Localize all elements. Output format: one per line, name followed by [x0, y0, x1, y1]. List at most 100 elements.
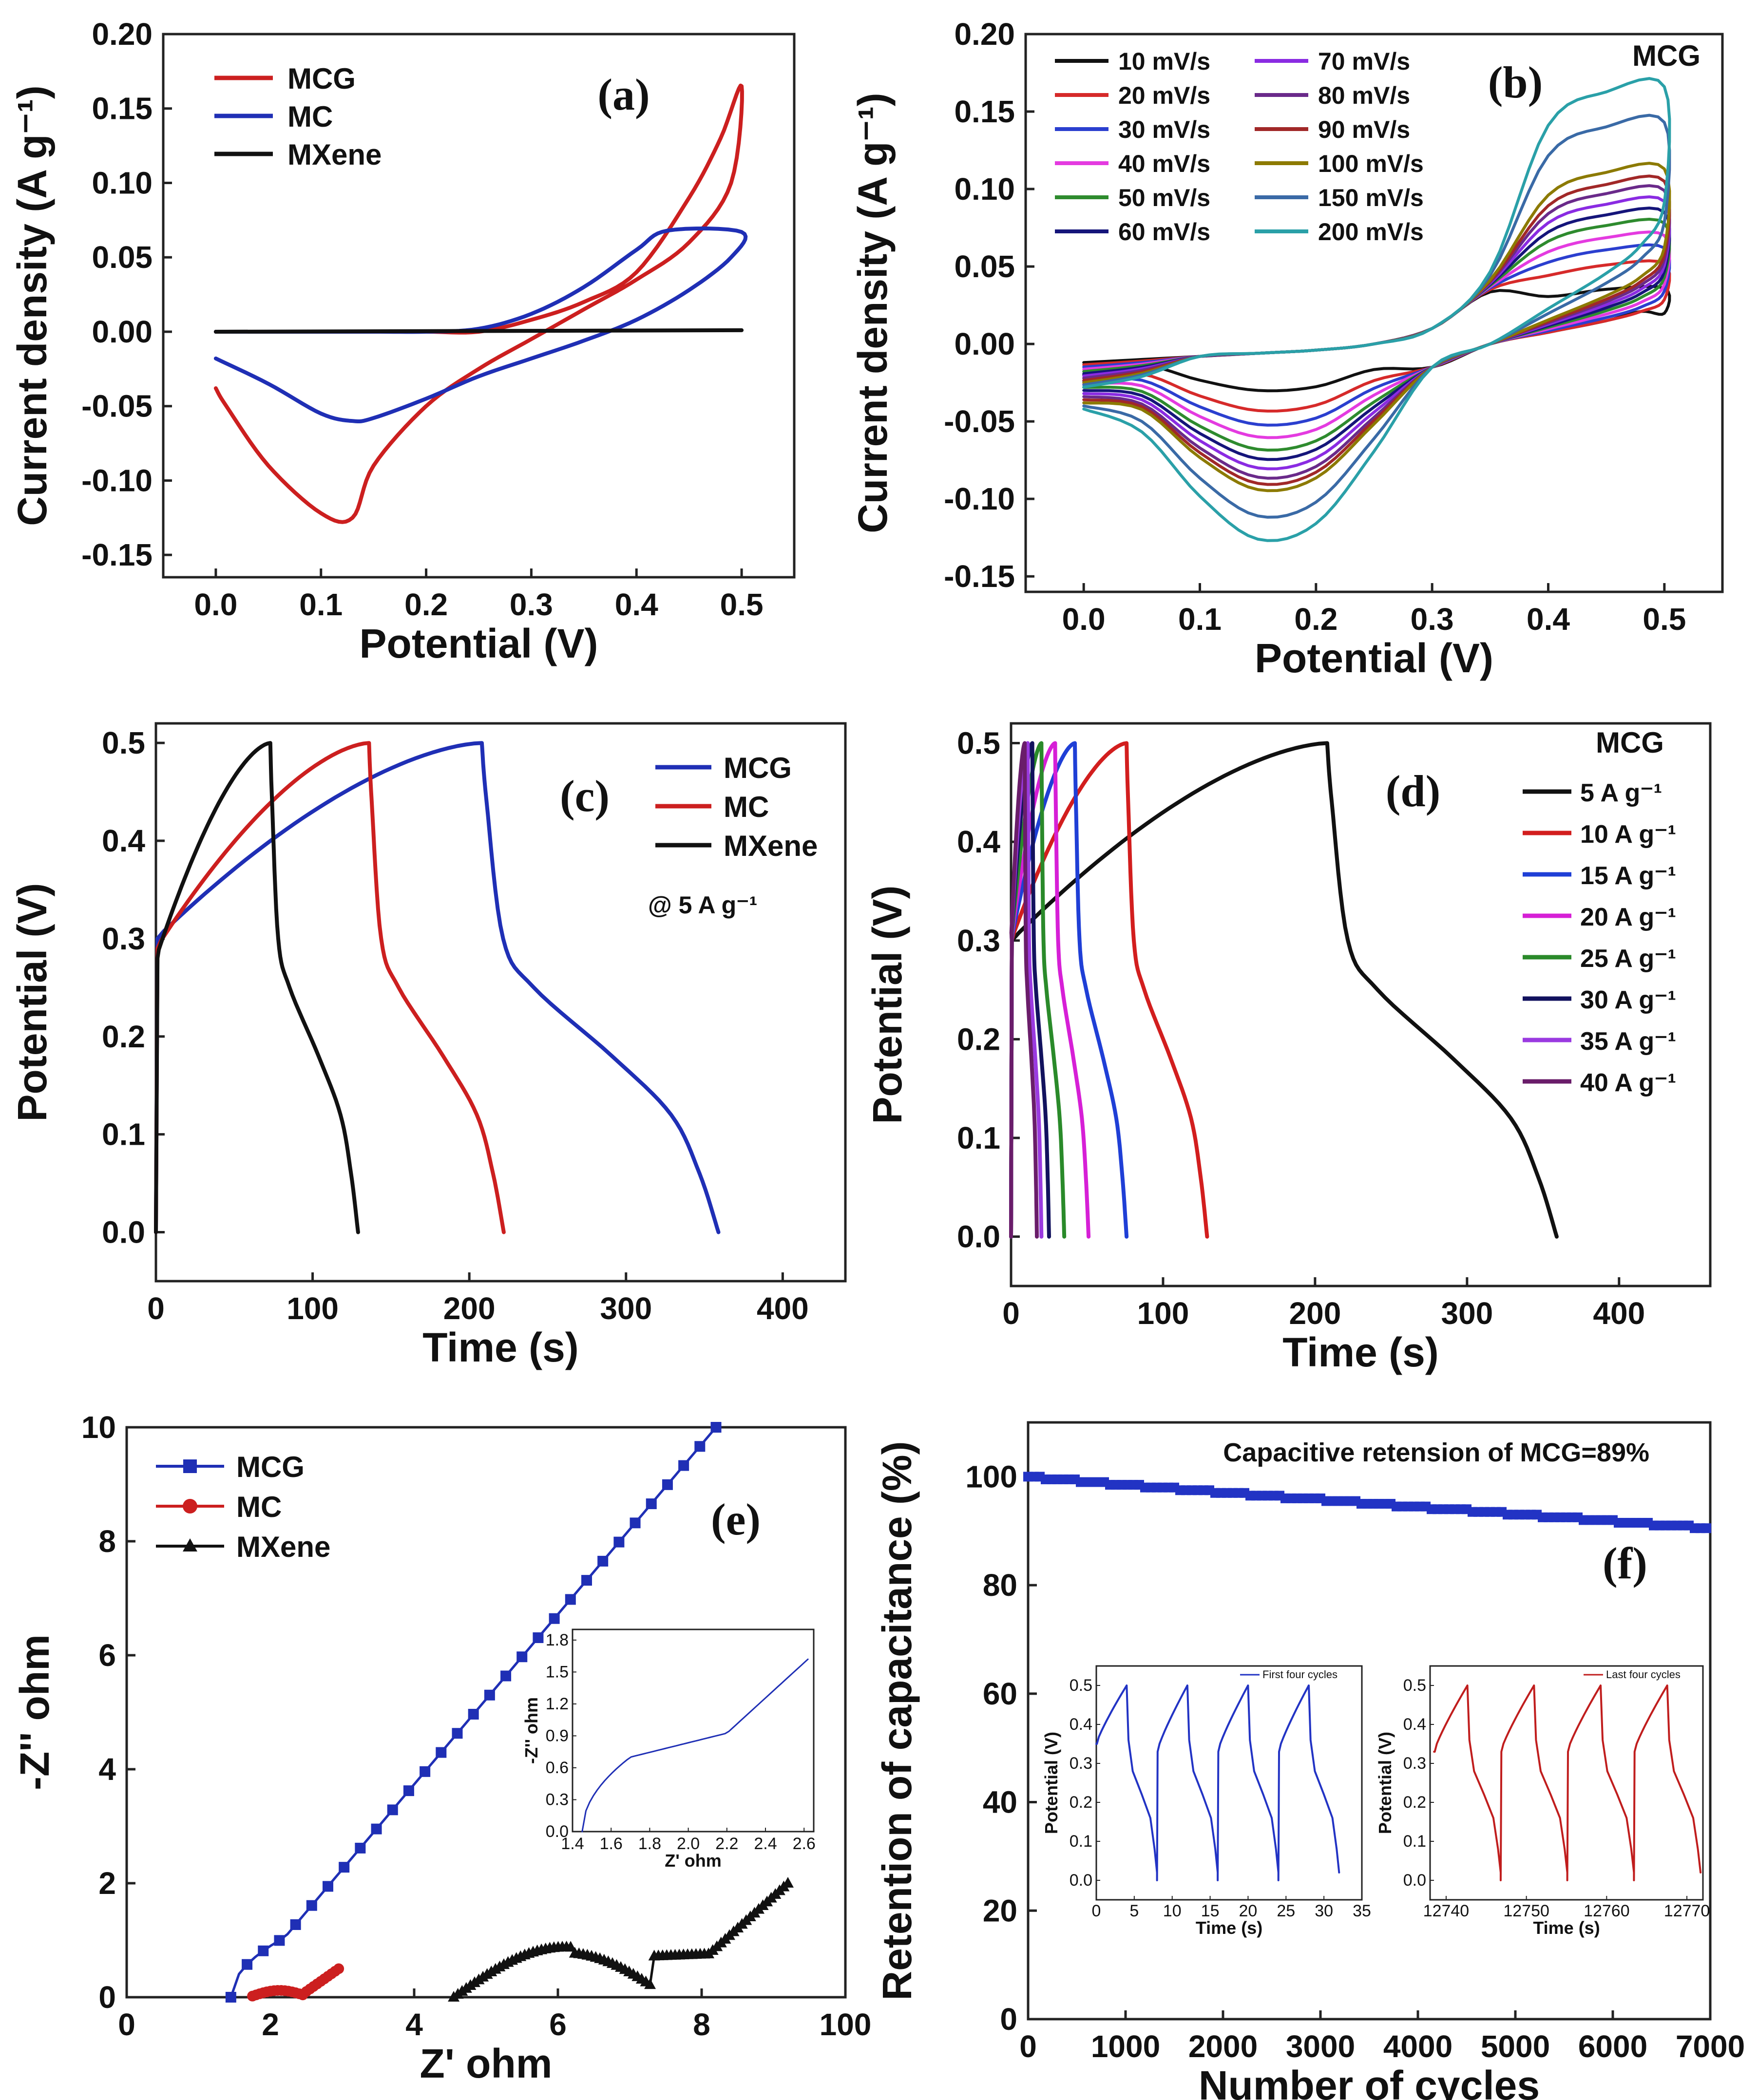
- inset-x-label: Time (s): [1533, 1918, 1600, 1938]
- x-axis-label: Time (s): [422, 1324, 579, 1370]
- legend-label: MC: [236, 1491, 282, 1523]
- y-tick-label: 0.05: [954, 249, 1015, 284]
- legend-label: 100 mV/s: [1318, 150, 1424, 177]
- marker-square: [678, 1460, 689, 1471]
- x-tick-label: 100: [287, 1291, 339, 1326]
- inset-inset_right: 12740 12750 12760 12770 0.5 0.4 0.3 0.2 0.1 0.0 Po…: [1375, 1665, 1710, 1938]
- legend-label: MCG: [724, 752, 792, 784]
- y-tick-label: 0.3: [102, 921, 145, 956]
- inset-y-tick-label: 0.1: [1070, 1832, 1092, 1851]
- inset-y-tick-label: 0.0: [1403, 1871, 1426, 1890]
- x-tick-label: 0.4: [1527, 602, 1570, 637]
- y-tick-label: 2: [98, 1866, 116, 1901]
- x-tick-label: 1000: [1091, 2029, 1160, 2064]
- rate-note: @ 5 A g⁻¹: [648, 891, 757, 919]
- marker-square: [371, 1823, 382, 1835]
- legend-marker-circle: [183, 1499, 197, 1514]
- marker-square: [452, 1728, 463, 1739]
- marker-square: [549, 1613, 560, 1624]
- inset-gcd-line: [1095, 1684, 1340, 1881]
- inset-frame: [572, 1628, 815, 1833]
- plot-frame: [125, 1426, 847, 1999]
- marker-square: [613, 1536, 625, 1548]
- x-axis-label: Z' ohm: [420, 2041, 553, 2086]
- inset-x-tick-label: 35: [1353, 1902, 1371, 1920]
- y-tick-label: 0.4: [957, 824, 1000, 859]
- chart-d: 0 100 200 300 400 0.5 0.4 0.3 0.2 0.1 0.0 Time (s) P…: [864, 722, 1712, 1375]
- x-tick-label: 5000: [1481, 2029, 1550, 2064]
- legend-label: MXene: [724, 830, 818, 862]
- inset-y-tick-label: 0.5: [1070, 1676, 1092, 1695]
- legend-label: MC: [287, 100, 333, 133]
- marker-square: [468, 1709, 479, 1720]
- chart-c: 0 100 200 300 400 0.5 0.4 0.3 0.2 0.1 0.0 Time (s) P…: [9, 722, 847, 1370]
- marker-square: [403, 1785, 414, 1797]
- legend-label: 50 mV/s: [1118, 184, 1210, 211]
- panel-label: (d): [1386, 766, 1440, 816]
- marker-square: [694, 1441, 706, 1452]
- inset-y-tick-label: 1.2: [546, 1695, 569, 1713]
- marker-square: [258, 1945, 269, 1956]
- marker-square: [242, 1959, 253, 1970]
- y-tick-label: 0: [1000, 2002, 1017, 2037]
- inset-x-tick-label: 2.0: [677, 1835, 700, 1853]
- legend-label: 20 A g⁻¹: [1580, 903, 1676, 931]
- x-axis-label: Potential (V): [1255, 635, 1493, 681]
- y-tick-label: 0.3: [957, 923, 1000, 958]
- inset-y-tick-label: 0.0: [1070, 1871, 1092, 1890]
- panel-label: (e): [711, 1495, 761, 1544]
- legend-label: 90 mV/s: [1318, 116, 1410, 143]
- y-tick-label: 8: [98, 1524, 116, 1559]
- y-tick-label: -0.05: [944, 404, 1015, 439]
- x-tick-label: 2000: [1188, 2029, 1258, 2064]
- plot-frame: [1024, 33, 1724, 593]
- x-tick-label: 0: [118, 2007, 135, 2042]
- legend-label: MC: [724, 791, 769, 823]
- legend-label: 5 A g⁻¹: [1580, 779, 1662, 807]
- legend-label: 40 A g⁻¹: [1580, 1069, 1676, 1097]
- legend-label: 30 A g⁻¹: [1580, 986, 1676, 1014]
- panel-label: (a): [597, 70, 650, 119]
- x-tick-label: 100: [1137, 1296, 1189, 1331]
- y-tick-label: 0.1: [957, 1120, 1000, 1155]
- y-tick-label: 10: [81, 1410, 116, 1445]
- y-tick-label: 0.15: [954, 94, 1015, 129]
- y-tick-label: 6: [98, 1638, 116, 1673]
- x-tick-label: 0.5: [1643, 602, 1686, 637]
- series-line-2: [1009, 741, 1129, 1239]
- inset-legend-label: Last four cycles: [1606, 1668, 1681, 1681]
- x-tick-label: 0.3: [510, 587, 553, 622]
- inset-x-tick-label: 12750: [1503, 1902, 1549, 1920]
- x-tick-label: 0.4: [615, 587, 658, 622]
- y-tick-label: 0.05: [92, 240, 153, 275]
- y-tick-label: 0: [98, 1980, 116, 2015]
- marker-square: [436, 1747, 447, 1758]
- x-tick-label: 7000: [1676, 2029, 1745, 2064]
- y-axis-label: Potential (V): [864, 885, 910, 1124]
- marker-square: [516, 1651, 528, 1663]
- y-tick-label: -0.05: [81, 389, 153, 424]
- marker-square: [646, 1498, 657, 1510]
- inset-x-tick-label: 25: [1277, 1902, 1295, 1920]
- y-tick-label: -0.15: [944, 559, 1015, 594]
- y-tick-label: 100: [965, 1459, 1017, 1494]
- x-tick-label: 200: [1289, 1296, 1341, 1331]
- inset-x-label: Z' ohm: [665, 1851, 722, 1871]
- marker-square: [565, 1594, 576, 1605]
- y-tick-label: 0.10: [954, 171, 1015, 207]
- x-tick-label: 100: [820, 2007, 872, 2042]
- legend-label: 200 mV/s: [1318, 218, 1424, 246]
- inset-x-tick-label: 12740: [1423, 1902, 1470, 1920]
- inset-y-tick-label: 1.8: [546, 1631, 569, 1649]
- inset-y-tick-label: 0.5: [1403, 1676, 1426, 1695]
- y-tick-label: 0.5: [102, 725, 145, 760]
- inset-legend-label: First four cycles: [1262, 1668, 1338, 1681]
- inset-x-tick-label: 2.2: [715, 1835, 738, 1853]
- y-tick-label: 0.0: [957, 1219, 1000, 1254]
- y-axis-label: Retention of capacitance (%): [874, 1441, 920, 2000]
- inset-y-label: -Z'' ohm: [521, 1697, 541, 1764]
- legend-label: MXene: [236, 1531, 330, 1563]
- y-tick-label: 0.00: [92, 314, 153, 349]
- marker-square: [323, 1881, 333, 1892]
